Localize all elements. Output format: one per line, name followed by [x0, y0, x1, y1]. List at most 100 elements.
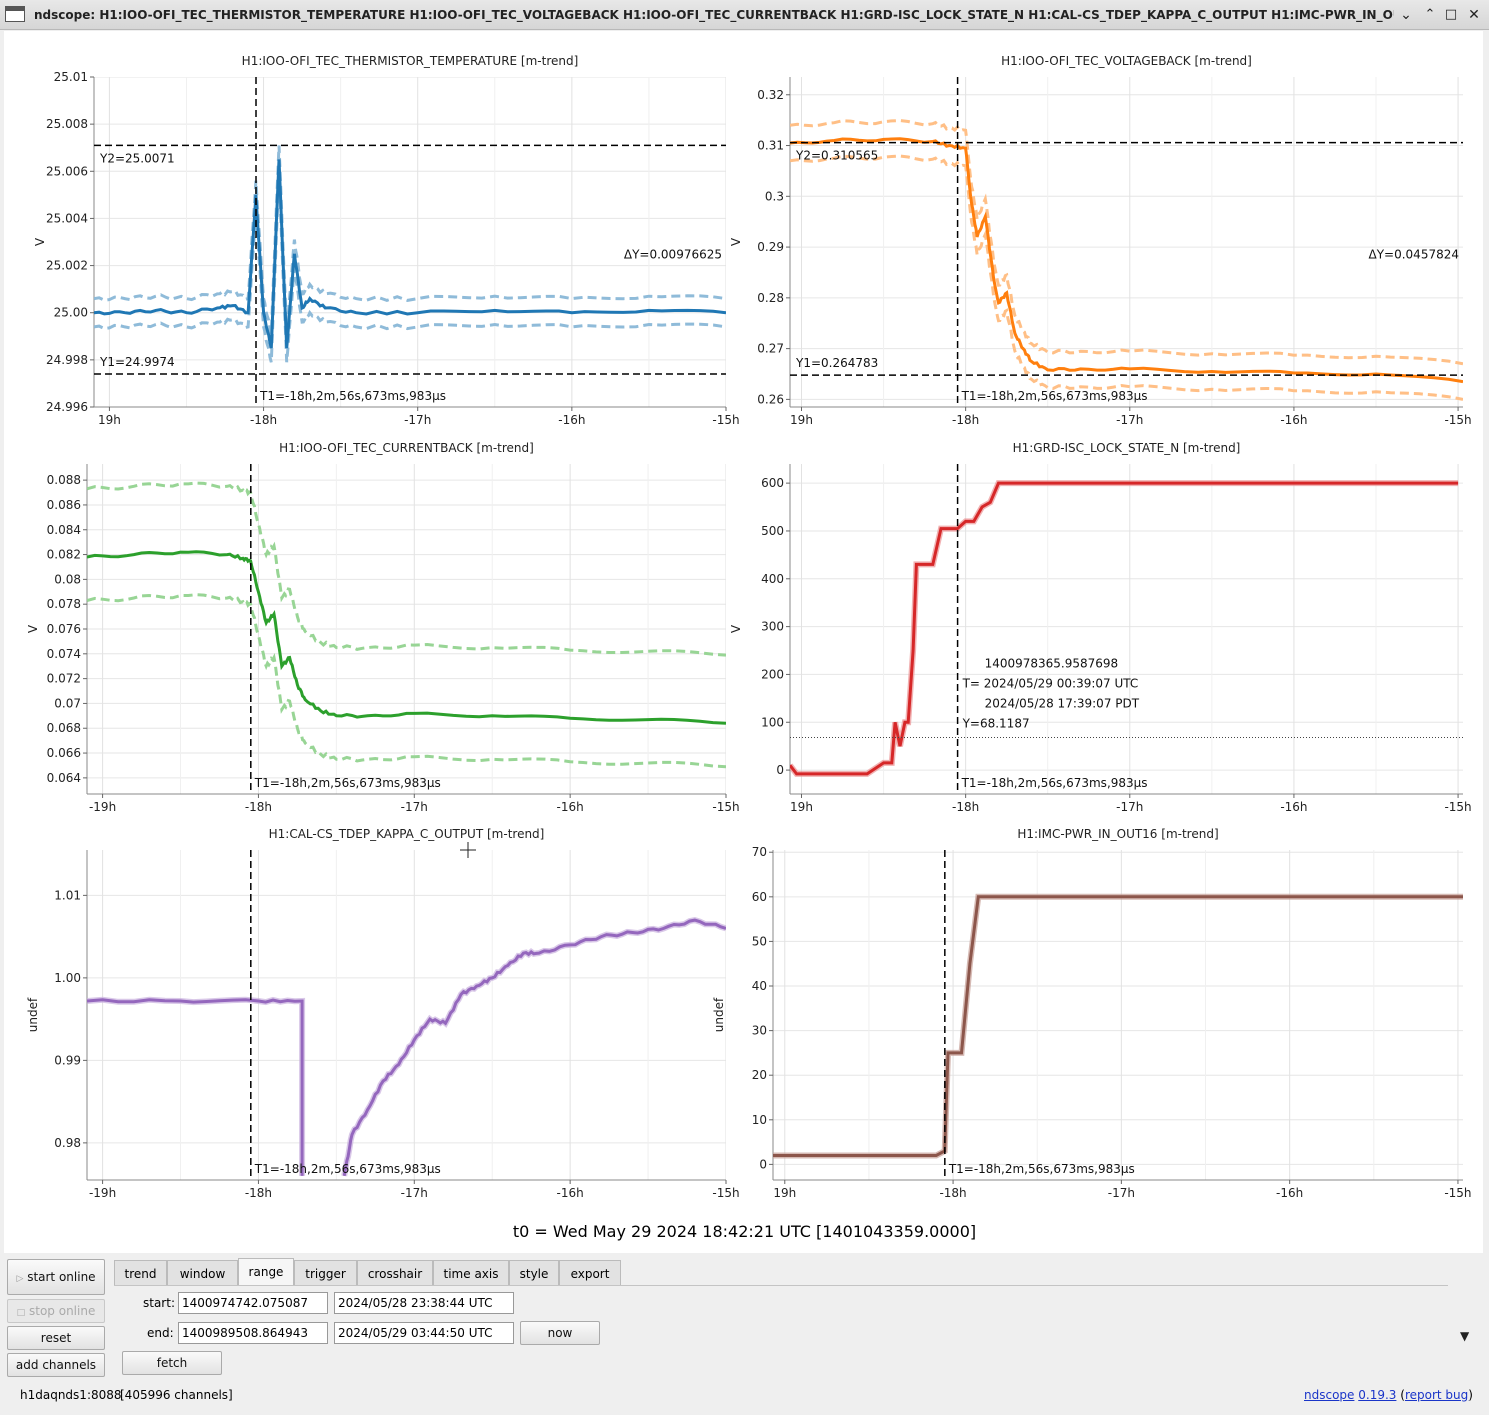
plots-canvas[interactable]: H1:IOO-OFI_TEC_THERMISTOR_TEMPERATURE [m… [4, 31, 1483, 1221]
y-tick-label: 0.064 [47, 771, 81, 785]
tab-range[interactable]: range [238, 1258, 294, 1286]
y-axis-label: V [729, 237, 743, 246]
tab-window[interactable]: window [167, 1260, 238, 1286]
plot-grid [87, 850, 726, 1180]
series-max-band [790, 118, 1463, 366]
end-gps-input[interactable] [178, 1322, 328, 1344]
x-tick-label: -18h [245, 1186, 272, 1200]
ndscope-link[interactable]: ndscope [1304, 1388, 1355, 1402]
plot-series [773, 893, 1463, 1159]
y-tick-label: 200 [761, 667, 784, 681]
window-title: ndscope: H1:IOO-OFI_TEC_THERMISTOR_TEMPE… [34, 8, 1394, 22]
y-tick-label: 0.27 [757, 342, 784, 356]
y-tick-label: 24.996 [46, 400, 88, 414]
stop-online-button[interactable]: □ stop online [7, 1299, 105, 1323]
delta-y-label: ΔY=0.00976625 [624, 248, 722, 262]
version-link[interactable]: 0.19.3 [1358, 1388, 1397, 1402]
series-band [773, 893, 1463, 1159]
x-tick-label: -15h [1444, 1186, 1471, 1200]
triangle-down-icon[interactable]: ▼ [1460, 1329, 1470, 1343]
y-tick-label: 1.01 [54, 888, 81, 902]
x-tick-label: -17h [401, 1186, 428, 1200]
tab-crosshair[interactable]: crosshair [357, 1260, 433, 1286]
tab-style[interactable]: style [509, 1260, 559, 1286]
plot-panel-1: H1:IOO-OFI_TEC_THERMISTOR_TEMPERATURE [m… [33, 54, 740, 427]
close-icon[interactable]: ✕ [1468, 7, 1480, 23]
y-tick-label: 0.07 [54, 696, 81, 710]
now-button[interactable]: now [520, 1321, 600, 1345]
y-tick-label: 0.082 [47, 548, 81, 562]
maximize-icon[interactable]: □ [1444, 7, 1458, 22]
y-tick-label: 0.28 [757, 291, 784, 305]
y-tick-label: 25.006 [46, 164, 88, 178]
y-tick-label: 0.068 [47, 721, 81, 735]
x-tick-label: -19h [89, 800, 116, 814]
fetch-button[interactable]: fetch [122, 1351, 222, 1375]
play-icon: ▷ [16, 1274, 24, 1284]
y-tick-label: 20 [752, 1068, 767, 1082]
x-tick-label: -17h [401, 800, 428, 814]
paren-open: ( [1400, 1388, 1405, 1402]
restore-icon[interactable]: ⌃ [1424, 7, 1436, 22]
series-band [87, 917, 726, 1177]
y-tick-label: 500 [761, 524, 784, 538]
series-line [94, 159, 726, 349]
reset-button[interactable]: reset [7, 1326, 105, 1350]
tab-trigger[interactable]: trigger [294, 1260, 357, 1286]
plot-panel-5: H1:CAL-CS_TDEP_KAPPA_C_OUTPUT [m-trend] 0… [26, 827, 740, 1200]
y-tick-label: 100 [761, 715, 784, 729]
y-tick-label: 0.078 [47, 597, 81, 611]
add-channels-button[interactable]: add channels [7, 1353, 105, 1377]
x-tick-label: -16h [1280, 413, 1307, 427]
x-tick-label: -16h [1280, 800, 1307, 814]
y-tick-label: 0.074 [47, 647, 81, 661]
y-tick-label: 300 [761, 620, 784, 634]
tab-export[interactable]: export [559, 1260, 621, 1286]
y-tick-label: 0.088 [47, 473, 81, 487]
start-online-button[interactable]: ▷ start online [7, 1259, 105, 1295]
start-label: start: [143, 1296, 175, 1310]
x-tick-label: -18h [939, 1186, 966, 1200]
x-tick-label: -17h [404, 413, 431, 427]
y-tick-label: 0.3 [765, 189, 784, 203]
y-tick-label: 40 [752, 979, 767, 993]
report-bug-link[interactable]: report bug [1404, 1388, 1469, 1402]
t1-cursor-label: T1=-18h,2m,56s,673ms,983µs [961, 776, 1148, 790]
y-axis-label: undef [26, 997, 40, 1032]
tab-time-axis[interactable]: time axis [433, 1260, 509, 1286]
y-tick-label: 0 [759, 1157, 767, 1171]
start-date-input[interactable] [334, 1292, 514, 1314]
tab-divider [114, 1285, 1448, 1286]
delta-y-label: ΔY=0.0457824 [1369, 248, 1460, 262]
y1-cursor-label: Y1=0.264783 [795, 356, 878, 370]
y-tick-label: 25.004 [46, 211, 88, 225]
t0-label: t0 = Wed May 29 2024 18:42:21 UTC [14010… [512, 1222, 977, 1241]
y-tick-label: 50 [752, 934, 767, 948]
y-axis-label: undef [712, 997, 726, 1032]
end-label: end: [147, 1326, 174, 1340]
tab-trend[interactable]: trend [114, 1260, 167, 1286]
x-tick-label: -18h [952, 800, 979, 814]
y-tick-label: 70 [752, 845, 767, 859]
plot-series [790, 118, 1463, 401]
series-min-band [94, 173, 726, 363]
stop-online-label: stop online [29, 1304, 96, 1318]
y-tick-label: 10 [752, 1113, 767, 1127]
minimize-icon[interactable]: ⌄ [1400, 7, 1412, 23]
x-tick-label: -15h [712, 1186, 739, 1200]
y-tick-label: 24.998 [46, 353, 88, 367]
y-tick-label: 25.008 [46, 117, 88, 131]
plot-title: H1:IMC-PWR_IN_OUT16 [m-trend] [1017, 827, 1218, 841]
end-date-input[interactable] [334, 1322, 514, 1344]
x-tick-label: -16h [557, 800, 584, 814]
plot-series [94, 145, 726, 363]
start-gps-input[interactable] [178, 1292, 328, 1314]
plot-title: H1:IOO-OFI_TEC_VOLTAGEBACK [m-trend] [1001, 54, 1252, 68]
x-tick-label: -15h [1444, 800, 1471, 814]
y-axis-label: V [729, 624, 743, 633]
plot-series [87, 917, 726, 1177]
window-titlebar: ndscope: H1:IOO-OFI_TEC_THERMISTOR_TEMPE… [0, 0, 1489, 30]
plot-area[interactable]: H1:IOO-OFI_TEC_THERMISTOR_TEMPERATURE [m… [4, 31, 1483, 1253]
y-tick-label: 25.01 [54, 70, 88, 84]
t1-cursor-label: T1=-18h,2m,56s,673ms,983µs [259, 389, 446, 403]
